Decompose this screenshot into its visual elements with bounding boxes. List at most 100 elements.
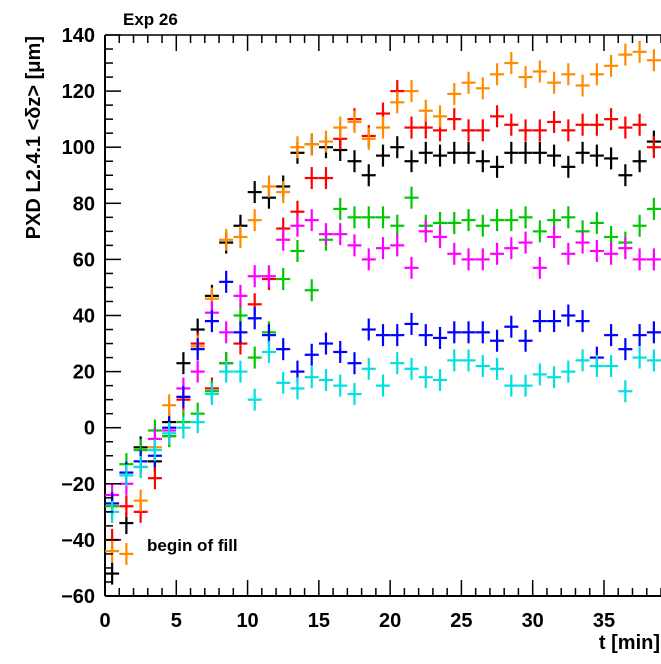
data-point: [632, 214, 647, 237]
data-point: [461, 141, 476, 164]
data-point: [561, 155, 576, 178]
data-point: [361, 164, 376, 187]
data-point: [404, 256, 419, 279]
data-point: [461, 248, 476, 271]
data-point: [490, 329, 505, 352]
data-point: [390, 136, 405, 159]
data-point: [547, 144, 562, 167]
data-point: [490, 105, 505, 128]
data-point: [162, 394, 177, 417]
data-point: [447, 141, 462, 164]
data-point: [490, 209, 505, 232]
data-point: [361, 206, 376, 229]
data-series-1: [105, 130, 661, 585]
data-point: [290, 239, 305, 262]
data-point: [347, 206, 362, 229]
data-point: [632, 324, 647, 347]
data-point: [561, 119, 576, 142]
data-point: [247, 346, 262, 369]
data-point: [646, 49, 661, 72]
data-point: [347, 150, 362, 173]
data-point: [604, 242, 619, 265]
data-point: [347, 234, 362, 257]
data-point: [333, 197, 348, 220]
data-point: [575, 141, 590, 164]
data-series-7: [105, 340, 661, 523]
data-point: [490, 63, 505, 86]
data-point: [361, 318, 376, 341]
data-point: [433, 326, 448, 349]
data-point: [504, 209, 519, 232]
x-tick-label: 25: [450, 610, 472, 632]
data-point: [518, 329, 533, 352]
data-point: [618, 237, 633, 260]
data-point: [632, 150, 647, 173]
data-point: [233, 225, 248, 248]
data-point: [604, 324, 619, 347]
data-point: [290, 377, 305, 400]
data-point: [561, 242, 576, 265]
data-point: [204, 310, 219, 333]
data-point: [632, 40, 647, 63]
data-point: [504, 52, 519, 75]
y-tick-label: −60: [61, 586, 95, 608]
y-tick-label: 120: [62, 81, 95, 103]
data-point: [333, 340, 348, 363]
data-point: [361, 127, 376, 150]
x-tick-label: 20: [379, 610, 401, 632]
data-point: [447, 108, 462, 131]
data-point: [376, 116, 390, 139]
data-point: [532, 256, 547, 279]
data-point: [190, 338, 205, 361]
data-point: [361, 248, 376, 271]
x-tick-label: 15: [308, 610, 330, 632]
data-point: [290, 214, 305, 237]
data-point: [532, 119, 547, 142]
data-point: [176, 352, 191, 375]
data-point: [376, 324, 390, 347]
data-point: [418, 324, 433, 347]
data-point: [247, 388, 262, 411]
data-point: [190, 411, 205, 434]
data-point: [518, 374, 533, 397]
data-point: [547, 225, 562, 248]
data-point: [219, 228, 234, 251]
data-point: [433, 105, 448, 128]
data-point: [318, 130, 333, 153]
data-point: [390, 324, 405, 347]
data-point: [304, 366, 319, 389]
data-point: [589, 211, 604, 234]
data-point: [547, 110, 562, 133]
data-point: [518, 141, 533, 164]
data-point: [404, 312, 419, 335]
data-point: [219, 321, 234, 344]
data-point: [475, 150, 490, 173]
data-point: [532, 220, 547, 243]
data-point: [390, 352, 405, 375]
data-point: [376, 206, 390, 229]
data-point: [504, 374, 519, 397]
data-point: [575, 310, 590, 333]
data-point: [475, 248, 490, 271]
data-point: [276, 371, 291, 394]
data-point: [504, 113, 519, 136]
data-point: [461, 209, 476, 232]
y-tick-label: 80: [73, 193, 95, 215]
data-point: [461, 119, 476, 142]
data-point: [504, 237, 519, 260]
data-point: [604, 354, 619, 377]
data-point: [532, 363, 547, 386]
data-point: [261, 340, 276, 363]
data-series-4: [105, 186, 661, 518]
data-point: [105, 562, 120, 585]
data-point: [461, 71, 476, 94]
data-point: [176, 416, 191, 439]
data-point: [261, 175, 276, 198]
data-point: [646, 136, 661, 159]
data-point: [404, 150, 419, 173]
data-point: [304, 279, 319, 302]
experiment-label: Exp 26: [123, 10, 178, 29]
data-point: [604, 108, 619, 131]
data-point: [404, 116, 419, 139]
